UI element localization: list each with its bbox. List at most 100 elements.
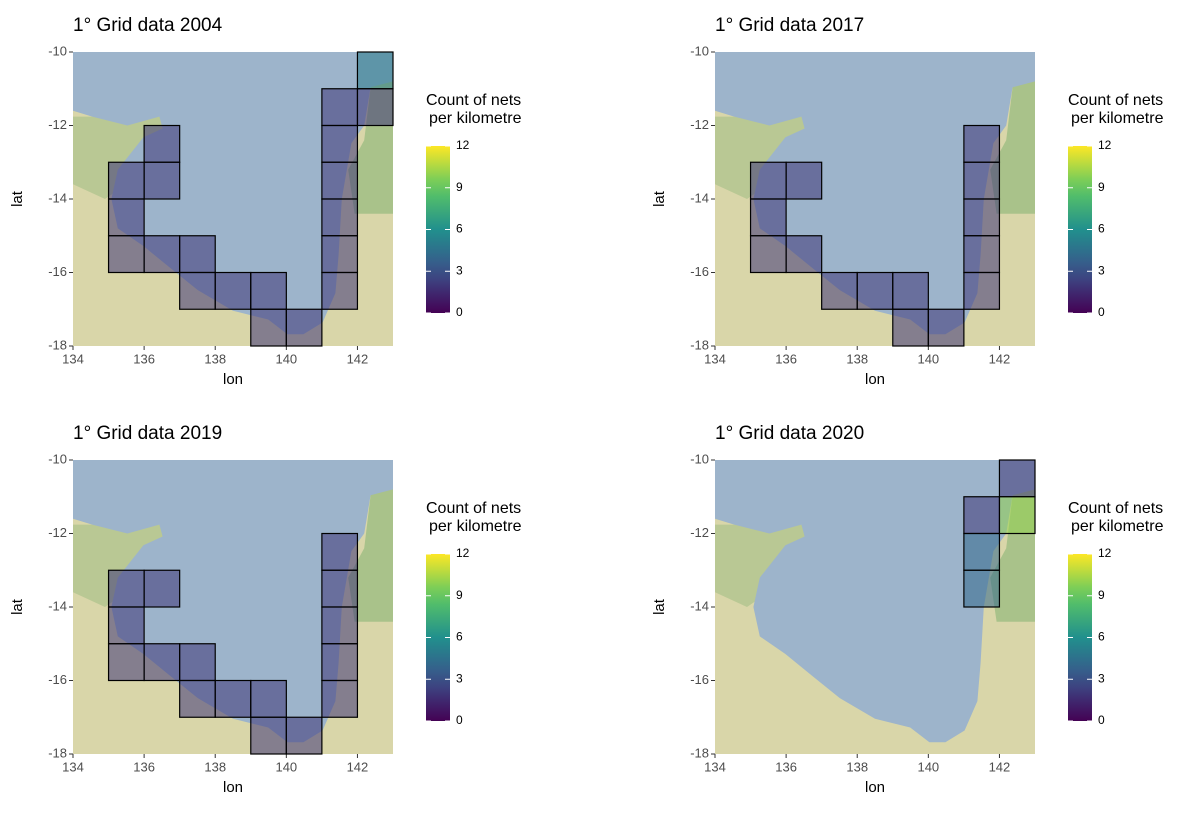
legend-title: Count of nets [1068, 92, 1163, 109]
grid-cell [964, 534, 1000, 571]
y-tick-label: -14 [690, 190, 709, 205]
x-tick-label: 134 [62, 351, 84, 366]
legend-title: Count of nets [426, 500, 521, 517]
grid-cell [893, 273, 929, 310]
x-tick-label: 138 [846, 759, 868, 774]
x-tick-label: 138 [204, 759, 226, 774]
grid-cell [999, 497, 1035, 534]
grid-cell [109, 644, 145, 681]
grid-cell [180, 681, 216, 718]
grid-cell [251, 309, 287, 346]
grid-cell [786, 236, 822, 273]
grid-cell [751, 236, 787, 273]
grid-cell [964, 497, 1000, 534]
x-axis-label: lon [865, 371, 885, 388]
grid-cell [286, 717, 322, 754]
y-tick-label: -10 [48, 451, 67, 466]
grid-cell [357, 52, 393, 89]
y-tick-label: -16 [48, 264, 67, 279]
colorbar-tick-label: 9 [456, 588, 463, 602]
legend-title: Count of nets [1068, 500, 1163, 517]
grid-cell [357, 89, 393, 126]
legend-title: Count of nets [426, 92, 521, 109]
grid-cell [144, 644, 180, 681]
x-tick-label: 138 [846, 351, 868, 366]
grid-cell [322, 236, 358, 273]
colorbar-tick-label: 0 [456, 713, 463, 727]
grid-cell [322, 162, 358, 199]
grid-cell [251, 273, 287, 310]
y-tick-label: -10 [48, 43, 67, 58]
grid-cell [751, 162, 787, 199]
y-tick-label: -10 [690, 43, 709, 58]
y-tick-label: -12 [48, 117, 67, 132]
grid-cell [928, 309, 964, 346]
grid-cell [964, 236, 1000, 273]
y-tick-label: -12 [48, 525, 67, 540]
y-tick-label: -16 [48, 672, 67, 687]
grid-cell [144, 162, 180, 199]
x-tick-label: 134 [704, 759, 726, 774]
grid-cell [786, 162, 822, 199]
grid-cell [322, 199, 358, 236]
grid-cell [109, 236, 145, 273]
y-tick-label: -12 [690, 117, 709, 132]
y-tick-label: -16 [690, 264, 709, 279]
legend-title: per kilometre [429, 110, 522, 127]
y-tick-label: -14 [48, 598, 67, 613]
x-axis-label: lon [865, 779, 885, 796]
y-tick-label: -14 [690, 598, 709, 613]
legend-title: per kilometre [1071, 518, 1164, 535]
colorbar-tick-label: 6 [1098, 630, 1105, 644]
grid-cell [964, 199, 1000, 236]
y-tick-label: -12 [690, 525, 709, 540]
x-tick-label: 140 [275, 759, 297, 774]
colorbar-tick-label: 0 [1098, 713, 1105, 727]
colorbar-tick-label: 6 [456, 630, 463, 644]
panel-title: 1° Grid data 2020 [715, 423, 864, 444]
grid-cell [251, 681, 287, 718]
y-tick-label: -16 [690, 672, 709, 687]
y-axis-label: lat [651, 190, 668, 207]
grid-cell [144, 570, 180, 607]
colorbar-tick-label: 12 [456, 546, 470, 560]
grid-cell [322, 644, 358, 681]
grid-cell [999, 460, 1035, 497]
y-axis-label: lat [9, 598, 26, 615]
grid-cell [322, 607, 358, 644]
panel-title: 1° Grid data 2019 [73, 423, 222, 444]
grid-cell [322, 681, 358, 718]
panel: 1° Grid data 2017134136138140142-18-16-1… [651, 15, 1164, 388]
grid-cell [893, 309, 929, 346]
grid-cell [322, 570, 358, 607]
x-tick-label: 142 [347, 351, 369, 366]
grid-cell [109, 607, 145, 644]
grid-cell [322, 534, 358, 571]
grid-cell [251, 717, 287, 754]
grid-cell [215, 681, 251, 718]
x-tick-label: 140 [917, 351, 939, 366]
y-tick-label: -18 [690, 337, 709, 352]
x-axis-label: lon [223, 779, 243, 796]
x-tick-label: 140 [917, 759, 939, 774]
x-tick-label: 142 [347, 759, 369, 774]
y-axis-label: lat [9, 190, 26, 207]
grid-cell [322, 273, 358, 310]
y-tick-label: -18 [48, 337, 67, 352]
grid-cell [286, 309, 322, 346]
y-tick-label: -18 [48, 745, 67, 760]
colorbar-tick-label: 9 [456, 180, 463, 194]
grid-cell [964, 126, 1000, 163]
x-tick-label: 136 [133, 759, 155, 774]
x-tick-label: 134 [62, 759, 84, 774]
panel-title: 1° Grid data 2004 [73, 15, 223, 36]
colorbar-tick-label: 12 [456, 138, 470, 152]
grid-cell [180, 273, 216, 310]
x-axis-label: lon [223, 371, 243, 388]
colorbar-tick-label: 0 [456, 305, 463, 319]
panel: 1° Grid data 2019 134 136 138 140 142 -18 -16 -1… [9, 423, 522, 796]
grid-cell [180, 644, 216, 681]
x-tick-label: 140 [275, 351, 297, 366]
grid-cell [215, 273, 251, 310]
